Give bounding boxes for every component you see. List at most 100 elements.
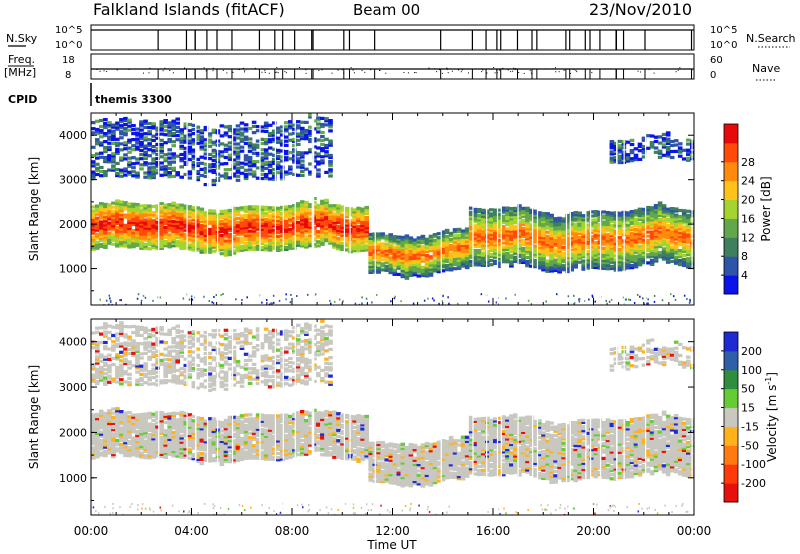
power-cell [448,256,454,260]
power-cell [633,236,639,240]
power-cell [589,243,595,247]
power-cell [296,204,301,208]
power-cell [509,227,514,231]
power-cell [416,242,422,246]
power-cell [452,258,458,263]
power-cell [235,239,241,243]
power-cell [420,234,426,238]
power-cell [292,148,297,152]
power-cell [440,244,446,248]
power-cell [565,225,570,230]
power-cell [677,228,683,233]
power-cell [247,127,253,131]
power-cell [428,255,434,259]
power-cell [159,228,164,232]
power-cell [537,211,542,215]
power-cell [292,123,297,127]
power-cell [356,231,361,235]
power-cell [119,219,124,223]
velocity-cell [107,436,112,440]
power-cell [485,223,490,227]
power-cell [195,228,201,232]
power-cell [143,119,148,123]
power-cell [267,218,273,222]
power-cell [316,213,321,218]
power-speck [99,298,101,301]
power-cell [284,213,289,217]
power-cell [601,264,607,268]
power-cell [91,213,96,217]
velocity-cell [119,436,124,440]
power-cell [605,263,611,267]
power-cell [263,246,269,250]
power-cell [235,221,241,225]
power-cell [328,214,333,218]
power-cell [292,205,297,210]
power-cell [364,228,369,232]
nave-point [142,72,144,74]
power-cell [279,240,285,244]
power-cell [292,228,297,232]
power-cell [99,202,104,206]
power-cell [304,130,309,135]
power-cell [641,222,647,226]
power-cell [356,210,361,214]
power-cell [665,228,671,232]
power-heatmap [91,113,694,305]
power-cell [316,160,321,164]
nave-point [342,68,344,70]
power-cell [653,139,659,144]
power-cell [665,232,671,236]
power-cell [259,237,265,242]
velocity-cell [111,428,116,432]
data-gap [569,113,571,305]
power-cell [460,252,466,256]
power-cell [179,128,184,132]
power-cell [392,239,398,243]
power-cell [549,269,554,273]
power-cell [243,205,249,209]
power-cell [183,238,189,242]
cpid-label: CPID [8,93,37,106]
power-cell [609,258,615,262]
power-cell [251,131,257,135]
power-cell [452,236,458,240]
power-cell [183,216,189,220]
power-cell [199,145,205,149]
velocity-cell [91,436,96,440]
power-cell [464,257,470,262]
power-cell [143,234,148,238]
power-speck [433,299,435,302]
power-cell [686,158,691,162]
power-cell [493,224,498,229]
power-cell [251,145,257,149]
power-cell [625,215,631,219]
power-cell [183,152,189,156]
power-cell [275,206,281,210]
power-speck [119,299,121,302]
power-cell [525,214,530,219]
power-cell [227,124,233,129]
power-cell [665,152,671,156]
power-cell [505,221,510,225]
power-cell [561,260,566,264]
power-cell [456,229,462,234]
power-cell [288,244,293,248]
power-cell [304,229,309,233]
power-cell [199,238,205,242]
power-cell [404,258,410,262]
power-cell [300,222,305,226]
power-cell [637,234,643,238]
power-cell [135,171,140,175]
power-cell [324,227,329,231]
power-cell [255,125,261,129]
power-cell [408,244,414,248]
power-speck [400,300,402,303]
power-cell [396,254,402,258]
power-cell [107,209,112,213]
power-cell [468,220,474,225]
power-cell [617,248,623,252]
power-cell [686,148,691,152]
power-cell [476,255,482,259]
power-cell [251,164,257,168]
